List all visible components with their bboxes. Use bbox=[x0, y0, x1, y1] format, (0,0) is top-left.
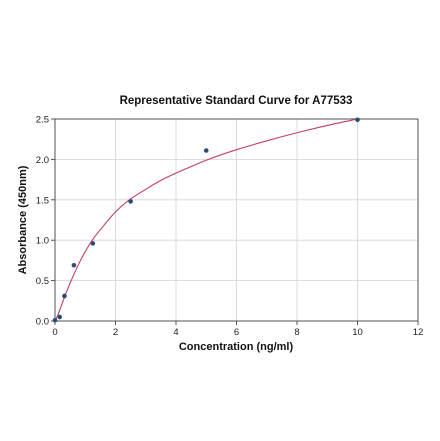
data-points bbox=[52, 117, 360, 323]
x-tick-label: 10 bbox=[352, 327, 363, 338]
y-tick-label: 1.0 bbox=[36, 236, 49, 247]
axis-ticks: 0 2 4 6 8 10 12 0.0 0.5 1.0 1.5 2.0 2.5 bbox=[36, 115, 424, 339]
data-point bbox=[52, 317, 58, 323]
x-tick-label: 6 bbox=[234, 327, 239, 338]
x-tick-label: 2 bbox=[113, 327, 118, 338]
x-tick-label: 0 bbox=[52, 327, 57, 338]
y-tick-label: 2.0 bbox=[36, 155, 49, 166]
chart-title: Representative Standard Curve for A77533 bbox=[120, 95, 353, 107]
fit-curve-line bbox=[54, 118, 358, 322]
data-point bbox=[62, 293, 67, 299]
x-tick-label: 8 bbox=[294, 327, 299, 338]
data-point bbox=[57, 314, 63, 320]
y-axis-label: Absorbance (450nm) bbox=[17, 165, 29, 274]
data-point bbox=[90, 241, 96, 246]
y-tick-label: 1.5 bbox=[36, 195, 49, 206]
y-tick-label: 2.5 bbox=[36, 115, 49, 126]
data-point bbox=[203, 148, 209, 153]
x-tick-label: 12 bbox=[413, 327, 424, 338]
x-tick-label: 4 bbox=[173, 327, 178, 338]
data-point bbox=[355, 117, 360, 123]
data-point bbox=[128, 199, 133, 204]
y-tick-label: 0.0 bbox=[36, 317, 49, 328]
data-point bbox=[71, 262, 77, 268]
y-tick-label: 0.5 bbox=[36, 276, 49, 287]
x-axis-label: Concentration (ng/ml) bbox=[179, 341, 294, 353]
